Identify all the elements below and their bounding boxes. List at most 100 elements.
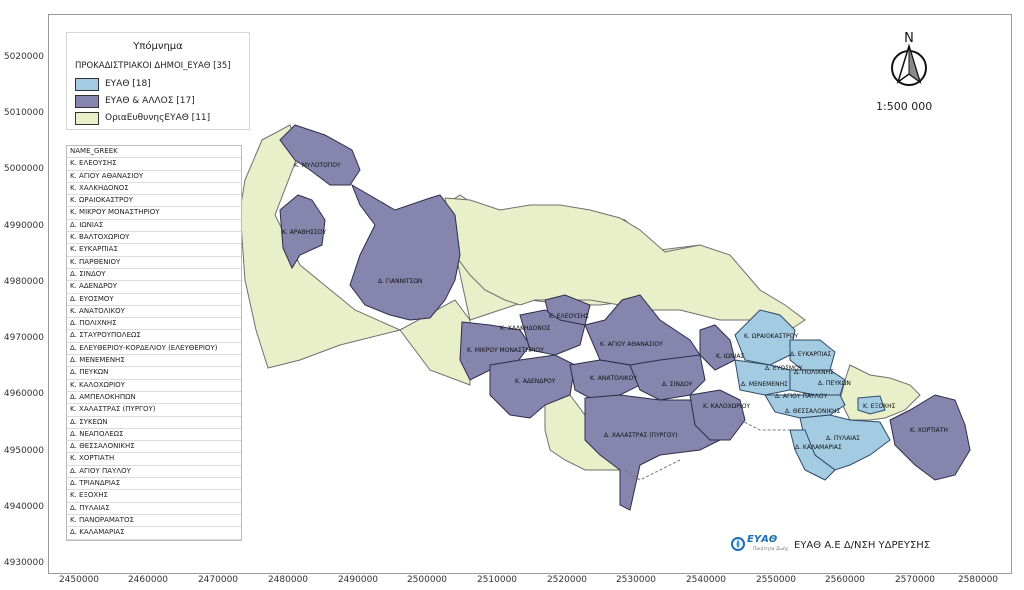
map-label: Δ. ΕΥΚΑΡΠΙΑΣ bbox=[790, 351, 831, 358]
map-label: Κ. ΕΞΟΧΗΣ bbox=[863, 403, 896, 410]
logo-text: ΕΥΑΘ bbox=[747, 534, 778, 545]
table-row: Δ. ΑΜΠΕΛΟΚΗΠΩΝ bbox=[67, 392, 241, 405]
table-row: Δ. ΠΥΛΑΙΑΣ bbox=[67, 503, 241, 515]
table-row: Κ. ΧΑΛΚΗΔΟΝΟΣ bbox=[67, 183, 241, 196]
x-tick-label: 2550000 bbox=[755, 575, 797, 585]
x-tick-label: 2530000 bbox=[615, 575, 657, 585]
table-row: Δ. ΤΡΙΑΝΔΡΙΑΣ bbox=[67, 478, 241, 491]
table-row: Κ. ΕΛΕΟΥΣΗΣ bbox=[67, 158, 241, 171]
map-label: Κ. ΚΑΛΟΧΩΡΙΟΥ bbox=[703, 403, 750, 410]
region-aravissou[interactable] bbox=[279, 194, 326, 270]
table-row: Δ. ΣΤΑΥΡΟΥΠΟΛΕΩΣ bbox=[67, 330, 241, 343]
region-kalochoriou[interactable] bbox=[689, 389, 746, 441]
coastline bbox=[624, 459, 681, 481]
y-tick-label: 4940000 bbox=[3, 502, 44, 512]
table-header: NAME_GREEK bbox=[67, 146, 241, 159]
table-row: Δ. ΑΓΙΟΥ ΠΑΥΛΟΥ bbox=[67, 466, 241, 479]
x-tick-label: 2510000 bbox=[476, 575, 518, 585]
region-giannitson[interactable] bbox=[349, 183, 461, 321]
map-label: Δ. ΚΑΛΑΜΑΡΙΑΣ bbox=[795, 444, 842, 451]
x-tick-label: 2450000 bbox=[58, 575, 100, 585]
x-tick-label: 2500000 bbox=[406, 575, 448, 585]
table-row: Κ. ΕΞΟΧΗΣ bbox=[67, 490, 241, 503]
map-label: Δ. ΣΙΝΔΟΥ bbox=[662, 381, 693, 388]
logo-tagline: Ποιότητα Ζωής bbox=[753, 547, 789, 552]
map-label: Δ. ΕΥΟΣΜΟΥ bbox=[765, 365, 803, 372]
table-row: Δ. ΘΕΣΣΑΛΟΝΙΚΗΣ bbox=[67, 441, 241, 454]
legend-swatch bbox=[75, 94, 99, 108]
map-label: Κ. ΕΛΕΟΥΣΗΣ bbox=[549, 313, 589, 320]
region-anatolikou[interactable] bbox=[569, 359, 641, 399]
attribute-table: NAME_GREEK Κ. ΕΛΕΟΥΣΗΣ Κ. ΑΓΙΟΥ ΑΘΑΝΑΣΙΟ… bbox=[66, 145, 242, 541]
table-row: Κ. ΧΑΛΑΣΤΡΑΣ (ΠΥΡΓΟΥ) bbox=[67, 404, 241, 417]
table-row: Δ. ΠΕΥΚΩΝ bbox=[67, 367, 241, 380]
y-tick-label: 4980000 bbox=[3, 277, 44, 287]
table-row: Κ. ΚΑΛΟΧΩΡΙΟΥ bbox=[67, 380, 241, 392]
footer-text: ΕΥΑΘ Α.Ε Δ/ΝΣΗ ΥΔΡΕΥΣΗΣ bbox=[794, 540, 931, 551]
legend-title: Υπόμνημα bbox=[133, 41, 183, 52]
table-row: Κ. ΩΡΑΙΟΚΑΣΤΡΟΥ bbox=[67, 195, 241, 208]
map-label: Δ. ΘΕΣΣΑΛΟΝΙΚΗΣ bbox=[785, 408, 841, 415]
map-label: Κ. ΙΩΝΙΑΣ bbox=[716, 353, 744, 360]
map-label: Δ. ΑΓΙΟΥ ΠΑΥΛΟΥ bbox=[775, 393, 828, 400]
coastline bbox=[739, 419, 790, 431]
y-tick-label: 4960000 bbox=[3, 389, 44, 399]
table-row: Δ. ΚΑΛΑΜΑΡΙΑΣ bbox=[67, 527, 241, 540]
map-label: Κ. ΑΡΑΒΗΣΣΟΥ bbox=[282, 229, 327, 236]
table-row: Κ. ΒΑΛΤΟΧΩΡΙΟΥ bbox=[67, 232, 241, 245]
map-label: Κ. ΧΟΡΤΙΑΤΗ bbox=[910, 427, 948, 434]
legend-item: ΕΥΑΘ & ΑΛΛΟΣ [17] bbox=[75, 94, 195, 108]
x-tick-label: 2460000 bbox=[127, 575, 169, 585]
legend-item-label: ΕΥΑΘ [18] bbox=[105, 79, 151, 89]
x-tick-label: 2490000 bbox=[337, 575, 379, 585]
x-tick-label: 2570000 bbox=[894, 575, 936, 585]
table-row: Δ. ΣΙΝΔΟΥ bbox=[67, 269, 241, 282]
legend-layer-name: ΠΡΟΚΑΔΙΣΤΡΙΑΚΟΙ ΔΗΜΟΙ_ΕΥΑΘ [35] bbox=[75, 61, 231, 71]
scale-label: 1:500 000 bbox=[876, 100, 933, 113]
map-legend: Υπόμνημα ΠΡΟΚΑΔΙΣΤΡΙΑΚΟΙ ΔΗΜΟΙ_ΕΥΑΘ [35]… bbox=[66, 32, 250, 130]
region-mylotopou[interactable] bbox=[279, 124, 361, 186]
map-label: Δ. ΠΥΛΑΙΑΣ bbox=[826, 435, 860, 442]
map-label: Κ. ΑΓΙΟΥ ΑΘΑΝΑΣΙΟΥ bbox=[600, 341, 663, 348]
region-exochis[interactable] bbox=[857, 395, 886, 415]
region-kalamarias[interactable] bbox=[789, 429, 836, 481]
table-row: Δ. ΣΥΚΕΩΝ bbox=[67, 417, 241, 429]
table-row: Κ. ΑΓΙΟΥ ΑΘΑΝΑΣΙΟΥ bbox=[67, 171, 241, 183]
x-tick-label: 2520000 bbox=[546, 575, 588, 585]
north-label: N bbox=[904, 31, 914, 46]
legend-swatch bbox=[75, 111, 99, 125]
region-chortiati[interactable] bbox=[889, 394, 971, 481]
x-tick-label: 2540000 bbox=[685, 575, 727, 585]
x-tick-label: 2580000 bbox=[957, 575, 999, 585]
x-tick-label: 2560000 bbox=[824, 575, 866, 585]
map-label: Κ. ΜΙΚΡΟΥ ΜΟΝΑΣΤΗΡΙΟΥ bbox=[467, 347, 544, 354]
map-label: Κ. ΧΑΛΚΗΔΟΝΟΣ bbox=[500, 325, 551, 332]
y-tick-label: 4990000 bbox=[3, 221, 44, 231]
y-tick-label: 4950000 bbox=[3, 446, 44, 456]
legend-item-label: ΕΥΑΘ & ΑΛΛΟΣ [17] bbox=[105, 96, 195, 106]
region-ionias[interactable] bbox=[699, 324, 736, 371]
table-row: Δ. ΠΟΛΙΧΝΗΣ bbox=[67, 318, 241, 331]
map-label: Κ. ΑΔΕΝΔΡΟΥ bbox=[515, 378, 556, 385]
table-row: Κ. ΑΝΑΤΟΛΙΚΟΥ bbox=[67, 306, 241, 319]
table-row: Κ. ΠΑΝΟΡΑΜΑΤΟΣ bbox=[67, 515, 241, 528]
table-row: Δ. ΜΕΝΕΜΕΝΗΣ bbox=[67, 355, 241, 368]
region-thessalonikis[interactable] bbox=[764, 394, 846, 419]
map-label: Κ. ΜΥΛΟΤΟΠΟΥ bbox=[294, 162, 341, 169]
table-row: Κ. ΜΙΚΡΟΥ ΜΟΝΑΣΤΗΡΙΟΥ bbox=[67, 207, 241, 220]
x-tick-label: 2480000 bbox=[267, 575, 309, 585]
table-row: Κ. ΑΔΕΝΔΡΟΥ bbox=[67, 281, 241, 294]
legend-item-label: ΟριαΕυθυνηςΕΥΑΘ [11] bbox=[105, 113, 211, 123]
map-label: Δ. ΧΑΛΑΣΤΡΑΣ (ΠΥΡΓΟΥ) bbox=[604, 432, 677, 439]
table-row: Δ. ΕΥΟΣΜΟΥ bbox=[67, 294, 241, 306]
region-sindou[interactable] bbox=[629, 354, 706, 401]
region-chalastras[interactable] bbox=[584, 394, 721, 511]
y-tick-label: 4970000 bbox=[3, 333, 44, 343]
x-tick-label: 2470000 bbox=[197, 575, 239, 585]
table-row: Δ. ΝΕΑΠΟΛΕΩΣ bbox=[67, 429, 241, 442]
table-row: Δ. ΕΛΕΥΘΕΡΙΟΥ-ΚΟΡΔΕΛΙΟΥ (ΕΛΕΥΘΕΡΙΟΥ) bbox=[67, 343, 241, 356]
legend-swatch bbox=[75, 77, 99, 91]
region-adendrou[interactable] bbox=[489, 354, 576, 419]
table-row: Κ. ΕΥΚΑΡΠΙΑΣ bbox=[67, 244, 241, 257]
y-tick-label: 5020000 bbox=[3, 52, 44, 62]
